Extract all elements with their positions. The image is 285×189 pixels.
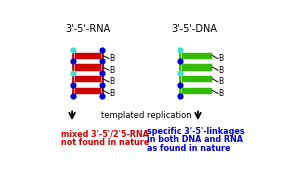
Bar bbox=[74, 87, 101, 94]
Text: B: B bbox=[218, 77, 223, 86]
Text: 3'-5'-DNA: 3'-5'-DNA bbox=[172, 23, 218, 33]
Bar bbox=[74, 75, 101, 82]
Text: in both DNA and RNA: in both DNA and RNA bbox=[147, 135, 243, 144]
Text: mixed 3'-5'/2'5-RNA: mixed 3'-5'/2'5-RNA bbox=[61, 129, 149, 139]
Text: B: B bbox=[109, 66, 115, 75]
Text: B: B bbox=[218, 66, 223, 75]
Text: templated replication: templated replication bbox=[101, 111, 191, 120]
Bar bbox=[181, 87, 212, 94]
Text: B: B bbox=[218, 89, 223, 98]
Text: not found in nature: not found in nature bbox=[61, 138, 149, 147]
Bar bbox=[181, 75, 212, 82]
Text: 3'-5'-RNA: 3'-5'-RNA bbox=[65, 23, 110, 33]
Bar bbox=[181, 52, 212, 59]
Text: as found in nature: as found in nature bbox=[147, 144, 231, 153]
Bar bbox=[181, 63, 212, 71]
Text: B: B bbox=[109, 89, 115, 98]
Bar bbox=[74, 63, 101, 71]
Text: B: B bbox=[109, 54, 115, 63]
Text: B: B bbox=[109, 77, 115, 86]
Text: B: B bbox=[218, 54, 223, 63]
Text: specific 3'-5'-linkages: specific 3'-5'-linkages bbox=[147, 127, 245, 136]
Bar bbox=[74, 52, 101, 59]
